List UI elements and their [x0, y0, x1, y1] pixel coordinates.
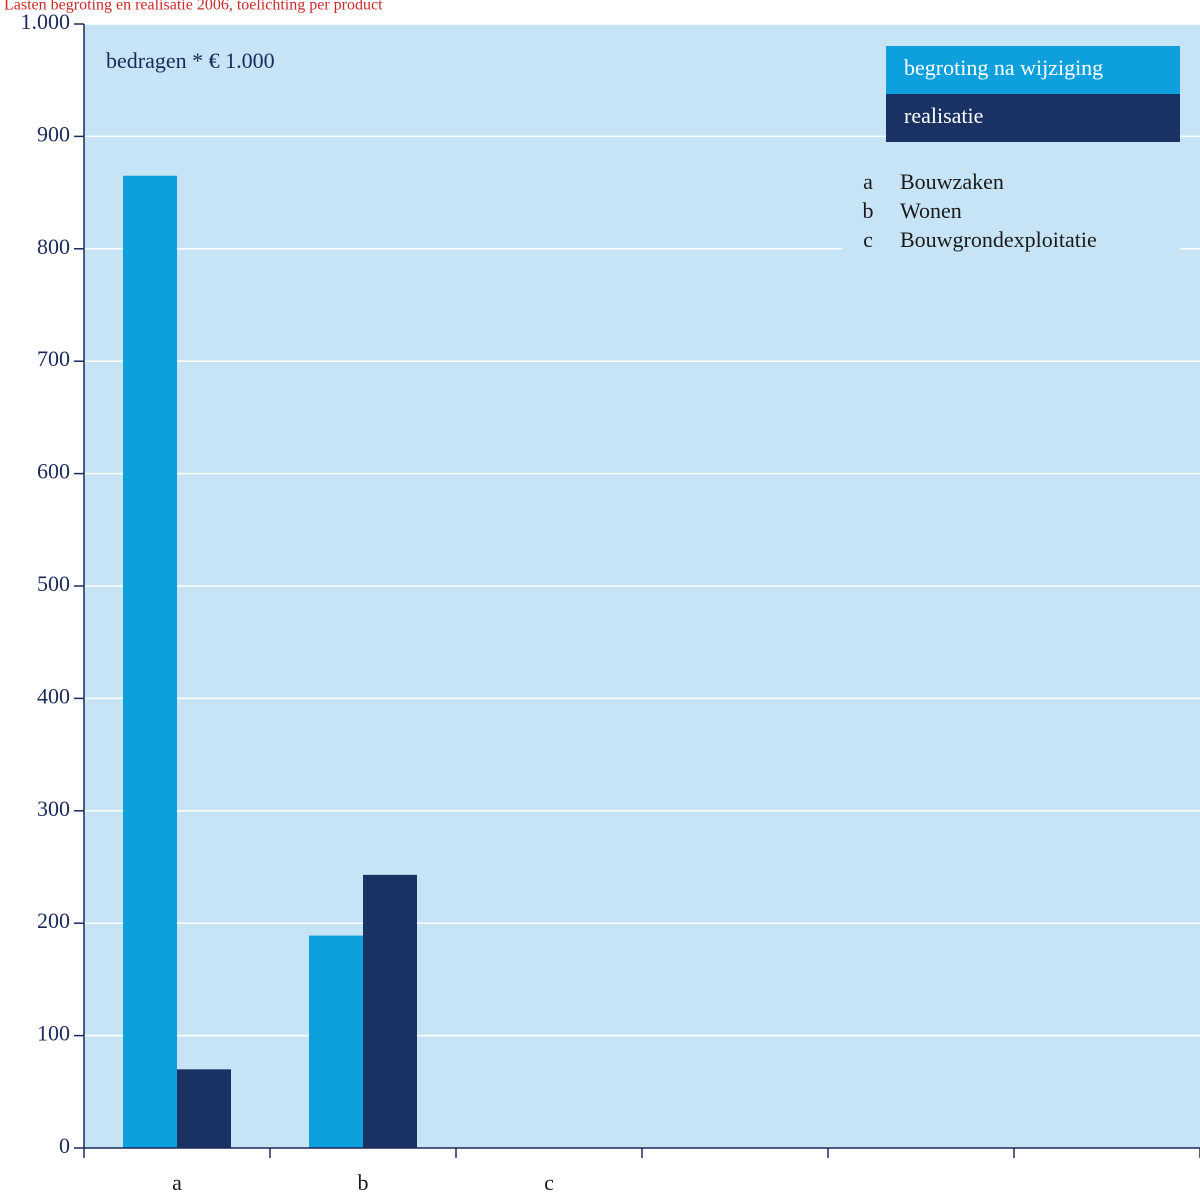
y-tick-label: 900 [37, 121, 70, 146]
key-label: Bouwzaken [900, 169, 1004, 194]
key-label: Bouwgrondexploitatie [900, 227, 1097, 252]
y-tick-label: 700 [37, 346, 70, 371]
y-tick-label: 500 [37, 571, 70, 596]
y-tick-label: 600 [37, 459, 70, 484]
y-tick-label: 0 [59, 1133, 70, 1158]
y-tick-label: 400 [37, 683, 70, 708]
key-letter: b [863, 198, 874, 223]
legend-label: begroting na wijziging [904, 55, 1103, 80]
bar-a-begroting [123, 175, 177, 1149]
y-axis-ticks: 0 100 200 300 400 500 600 700 800 900 1.000 [21, 9, 84, 1158]
x-category-label: c [544, 1170, 554, 1195]
x-axis-categories: a b c [172, 1170, 554, 1195]
legend-swatch [886, 94, 1180, 142]
x-category-label: a [172, 1170, 182, 1195]
unit-note: bedragen * € 1.000 [106, 48, 275, 73]
category-key: a Bouwzaken b Wonen c Bouwgrondexploitatie [842, 168, 1180, 264]
bar-a-realisatie [177, 1069, 231, 1148]
bar-b-begroting [309, 935, 363, 1148]
y-tick-label: 800 [37, 234, 70, 259]
bar-b-realisatie [363, 874, 417, 1148]
key-label: Wonen [900, 198, 962, 223]
y-tick-label: 1.000 [21, 9, 71, 34]
header-note: Lasten begroting en realisatie 2006, toe… [4, 0, 383, 14]
key-letter: c [863, 227, 873, 252]
key-box [842, 168, 1180, 264]
y-tick-label: 300 [37, 796, 70, 821]
bars [123, 175, 417, 1149]
legend-swatch [886, 46, 1180, 94]
legend-label: realisatie [904, 103, 983, 128]
x-category-label: b [358, 1170, 369, 1195]
key-letter: a [863, 169, 873, 194]
legend: begroting na wijziging realisatie [886, 46, 1180, 142]
y-tick-label: 100 [37, 1021, 70, 1046]
y-tick-label: 200 [37, 908, 70, 933]
